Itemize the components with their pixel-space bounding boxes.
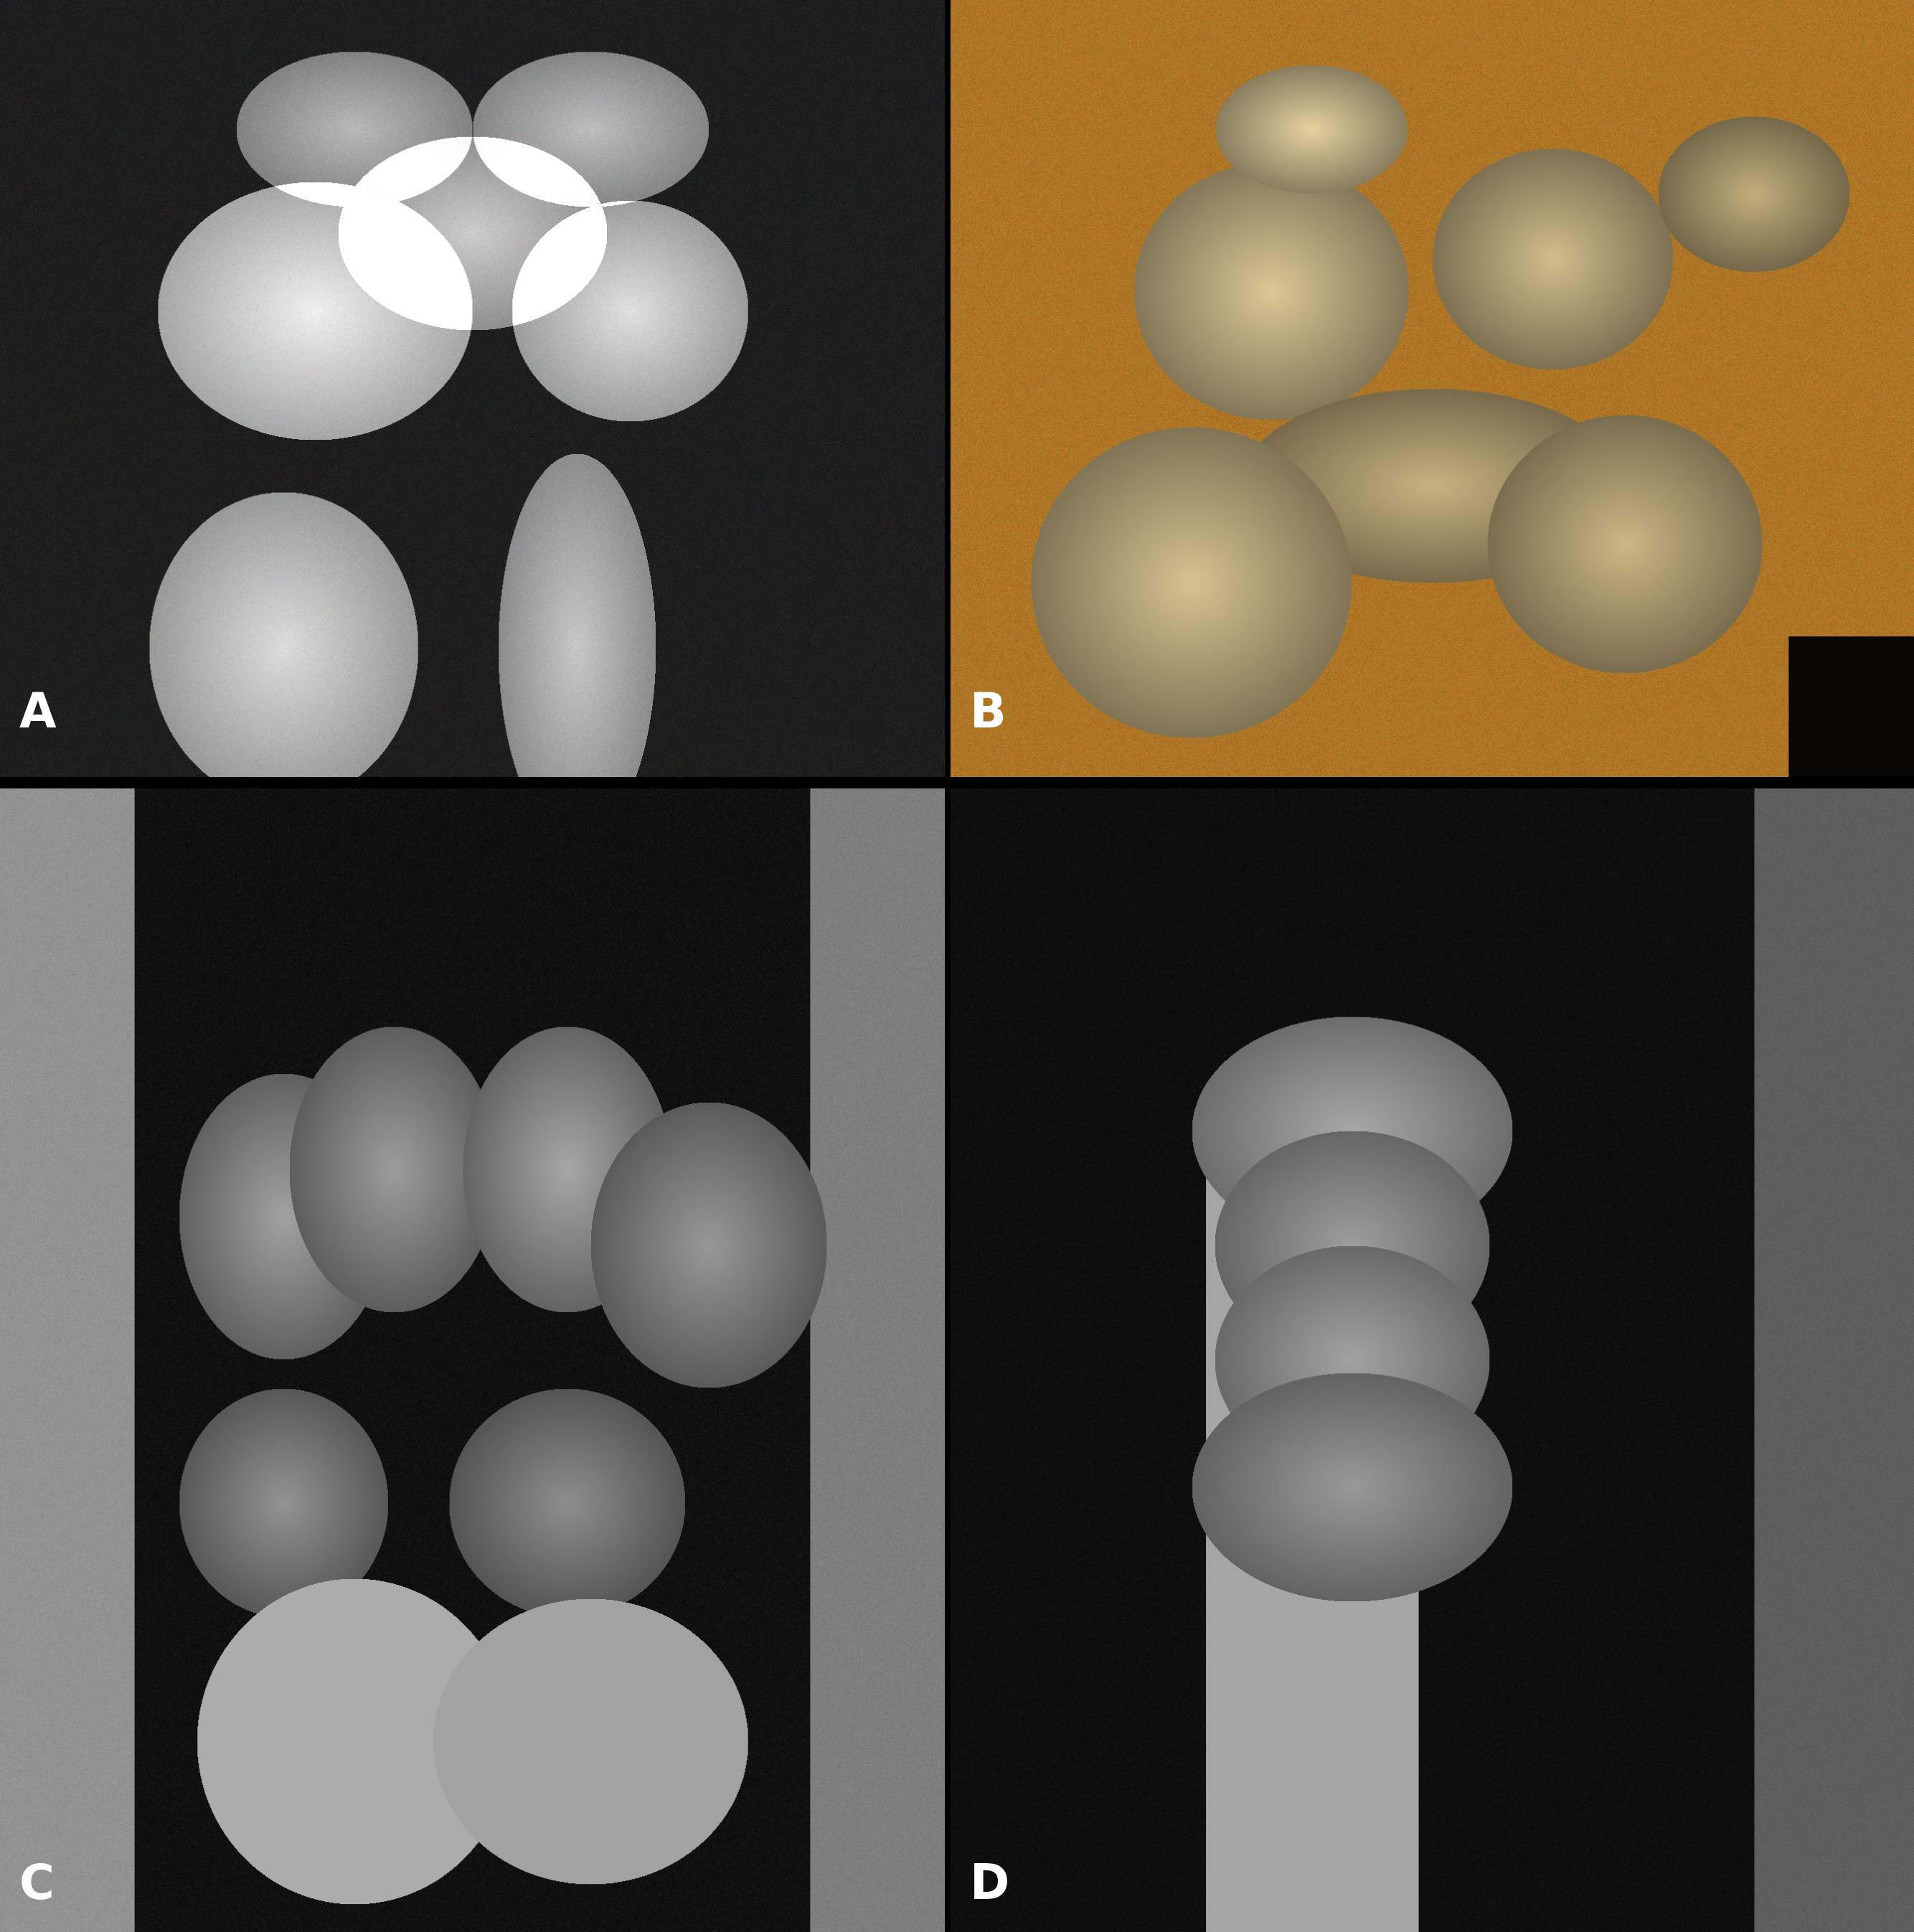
Text: C: C <box>19 1862 54 1909</box>
Text: A: A <box>19 690 56 738</box>
Text: D: D <box>970 1862 1009 1909</box>
Text: B: B <box>970 690 1007 738</box>
